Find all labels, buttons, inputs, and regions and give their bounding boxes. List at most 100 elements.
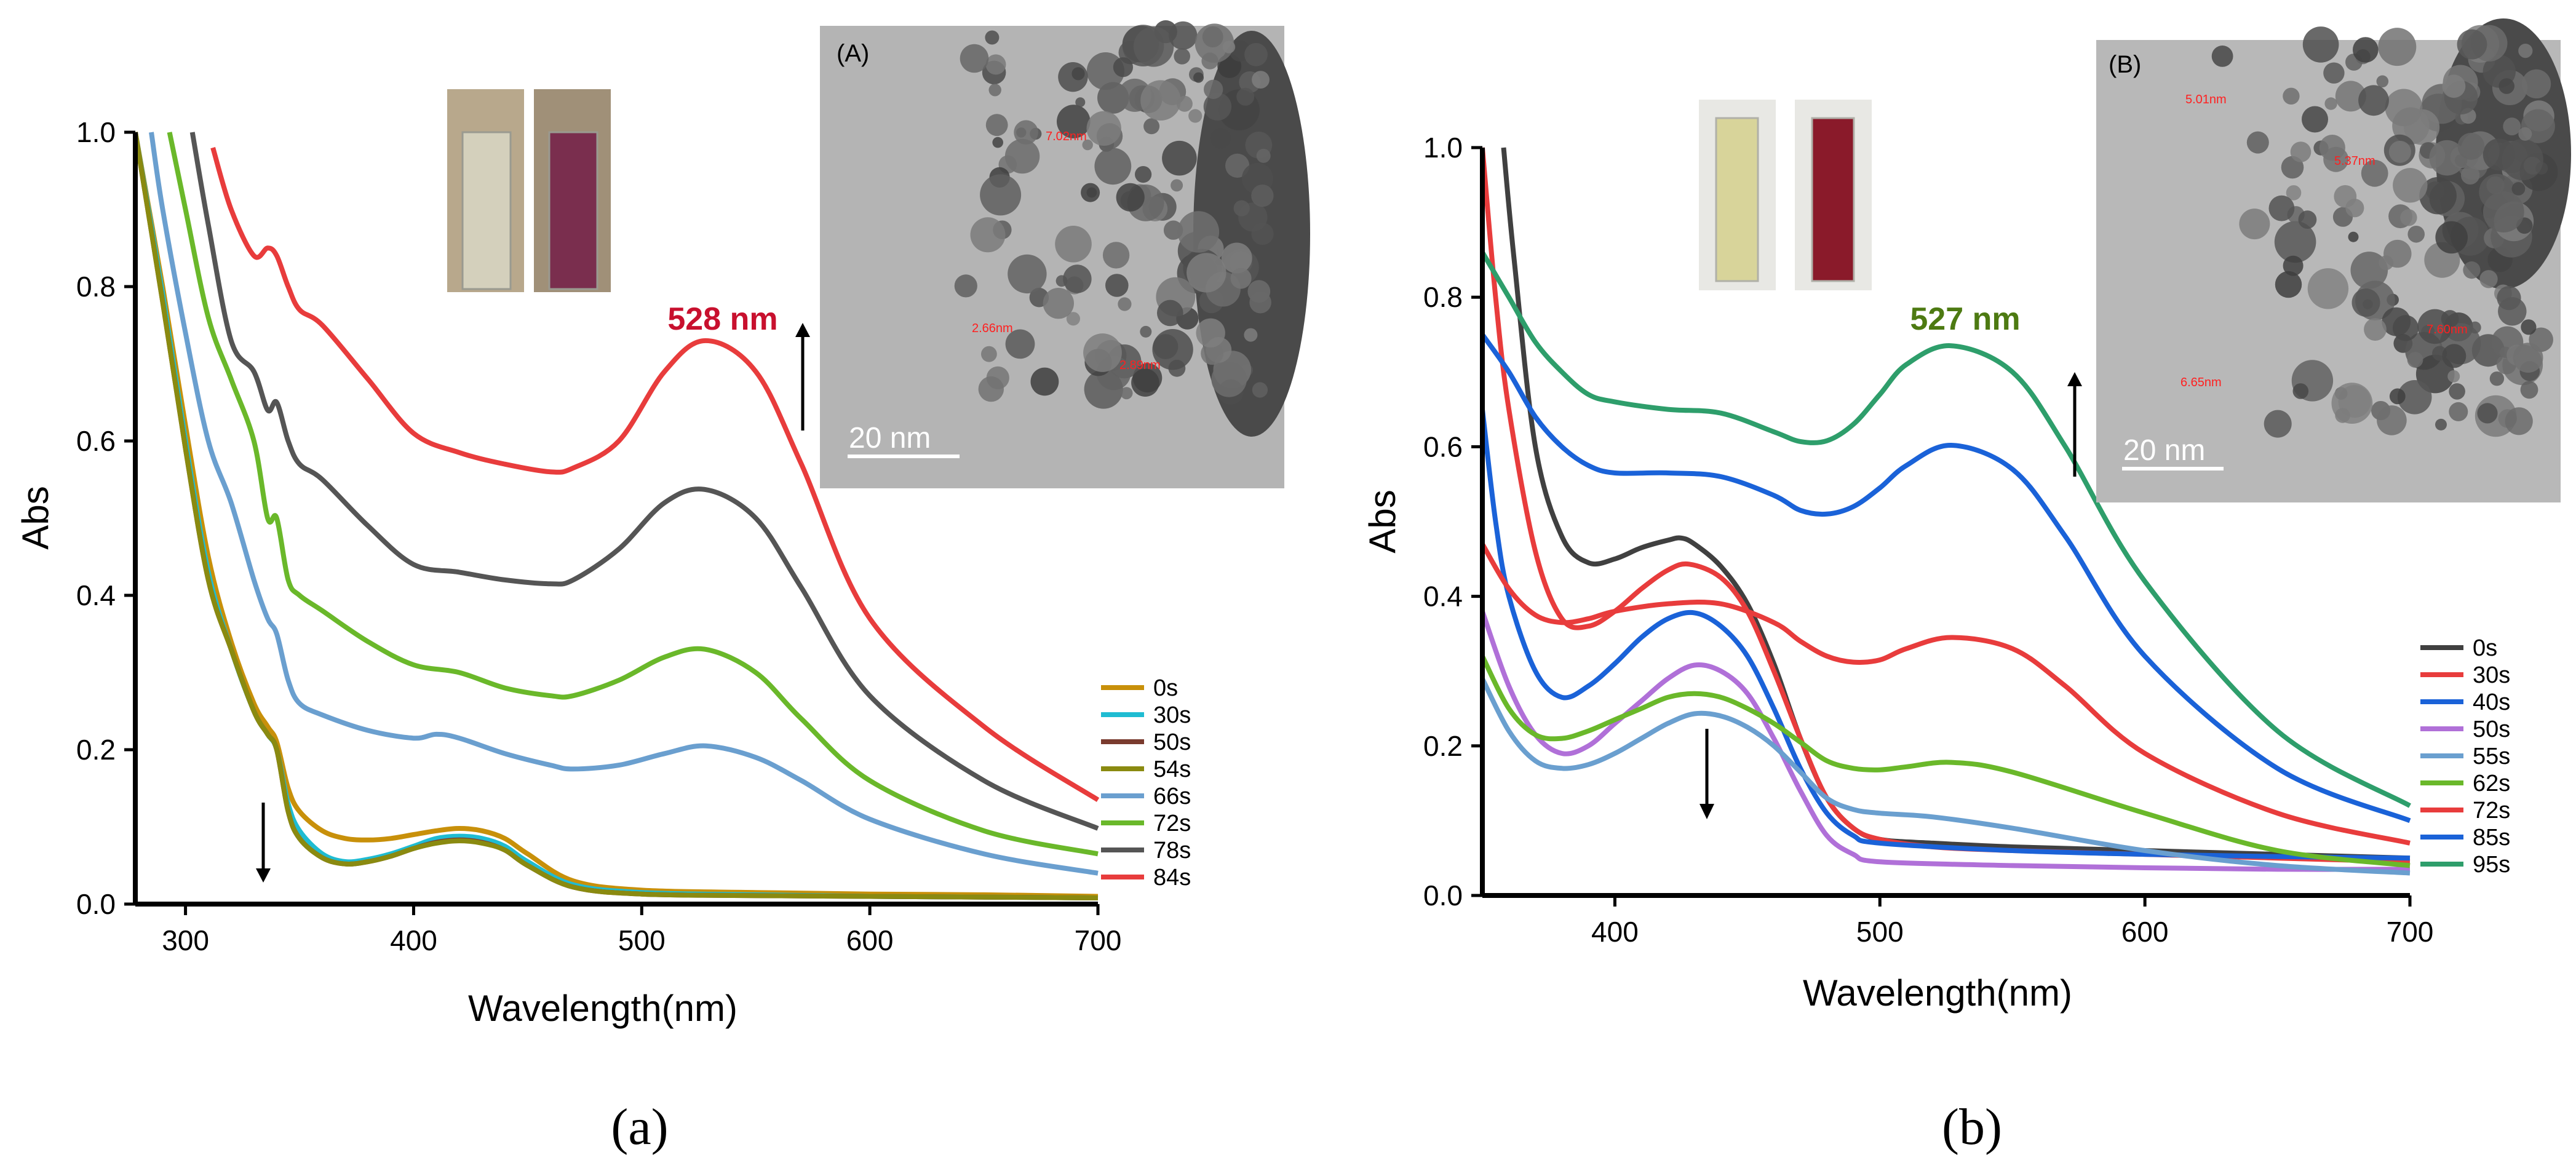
- a-y-tick-label-0: 0.0: [76, 888, 116, 920]
- b-tem-particle: [2292, 383, 2309, 399]
- b-tem-particle: [2505, 407, 2533, 435]
- b-legend-label-30s: 30s: [2473, 662, 2510, 688]
- a-tem-particle: [1201, 342, 1223, 365]
- a-tem-particle: [1133, 26, 1174, 67]
- b-tem-particle: [2211, 46, 2233, 67]
- a-tem-particle: [1014, 120, 1038, 145]
- a-tem-particle: [1143, 118, 1160, 135]
- b-y-tick-label-0: 0.0: [1423, 879, 1463, 911]
- a-tem-particle: [1162, 140, 1197, 176]
- b-tem-particle: [2441, 310, 2459, 328]
- a-tem-particle: [1030, 367, 1059, 396]
- b-tem-particle: [2442, 344, 2467, 368]
- b-peak-label: 527 nm: [1910, 301, 2020, 337]
- a-tem-particle: [1140, 325, 1152, 338]
- a-tick-layer: 300 400 500 600 700 0.0 0.2 0.4 0.6 0.8 1.0: [76, 116, 1121, 956]
- a-tem-particle: [985, 54, 1006, 75]
- a-tem-particle: [992, 137, 1003, 148]
- b-tem-particle: [2460, 165, 2480, 185]
- b-tem-particle: [2463, 261, 2481, 279]
- a-tem-particle: [1140, 80, 1181, 121]
- b-tem-particle: [2449, 383, 2465, 400]
- b-tem-particle: [2239, 208, 2270, 240]
- b-tem-particle: [2502, 138, 2543, 181]
- panel-a: 300 400 500 600 700 0.0 0.2 0.4 0.6 0.8 1.0 Wavele…: [15, 20, 1310, 1156]
- a-tem-particle: [1244, 42, 1268, 66]
- b-tem-particle: [2361, 159, 2388, 187]
- a-tem-particle: [985, 114, 1008, 137]
- a-tem-particle: [954, 274, 977, 298]
- b-x-tick-label-1: 500: [1856, 916, 1904, 948]
- b-tem-particle: [2393, 168, 2428, 203]
- a-cuvette-red: [548, 131, 598, 290]
- b-series-50s: [1480, 610, 2411, 872]
- b-tem-particle: [2283, 87, 2300, 105]
- b-tem-particle: [2389, 388, 2406, 405]
- a-tem-particle: [1176, 95, 1193, 112]
- b-tem-particle: [2479, 270, 2498, 288]
- a-tem-measure-1: 7.02nm: [1046, 130, 1087, 143]
- a-tem-particle: [1135, 166, 1152, 183]
- a-tem-particle: [1120, 387, 1133, 400]
- b-tem-measure-3: 7.60nm: [2427, 323, 2468, 336]
- a-x-tick-label-3: 600: [846, 924, 894, 956]
- a-cuvette-clear: [461, 131, 512, 290]
- a-tem-particle: [1118, 297, 1132, 311]
- b-tem-particle: [2274, 221, 2316, 263]
- b-tem-particle: [2469, 321, 2481, 334]
- b-legend-label-55s: 55s: [2473, 744, 2510, 769]
- a-tem-particle: [1174, 48, 1190, 65]
- a-tem-particle: [1005, 329, 1035, 359]
- b-series-layer: [1480, 147, 2411, 876]
- a-tem-particle: [1094, 148, 1132, 185]
- a-tem-particle: [1113, 57, 1133, 77]
- b-tem-measure-1: 5.01nm: [2185, 93, 2227, 106]
- b-legend-label-95s: 95s: [2473, 852, 2510, 878]
- a-y-axis-label: Abs: [15, 486, 56, 549]
- a-tem-particle: [1043, 288, 1075, 319]
- a-tem-particle: [960, 44, 989, 73]
- b-tem-particle: [2503, 117, 2521, 136]
- b-tem-particle: [2522, 69, 2551, 98]
- a-series-78s: [189, 132, 1099, 831]
- b-tem-image: (B) 20 nm 5.01nm 5.37nm 7.60nm 6.65nm: [2096, 18, 2571, 502]
- b-tem-particle: [2290, 141, 2312, 162]
- a-up-arrow: [795, 323, 810, 431]
- b-tem-particle: [2334, 185, 2357, 208]
- b-tem-particle: [2358, 85, 2389, 116]
- a-x-tick-label-2: 500: [618, 924, 666, 956]
- b-tem-particle: [2513, 343, 2543, 373]
- a-tem-particle: [978, 376, 1004, 402]
- a-tem-particle: [1063, 264, 1092, 293]
- a-tem-particle: [1082, 139, 1093, 151]
- a-y-tick-label-4: 0.8: [76, 271, 116, 303]
- a-tem-particle: [988, 84, 1001, 97]
- a-tem-image: (A) 20 nm 7.02nm 2.66nm 2.89nm: [820, 20, 1310, 488]
- a-x-tick-label-1: 400: [390, 924, 437, 956]
- b-tem-particle: [2302, 26, 2339, 63]
- a-tem-particle: [981, 346, 997, 362]
- a-tem-particle: [1230, 268, 1252, 289]
- b-x-axis-label: Wavelength(nm): [1803, 972, 2072, 1014]
- a-tem-particle: [1256, 148, 1271, 163]
- b-tem-particle: [2283, 255, 2304, 276]
- b-tem-particle: [2298, 210, 2317, 229]
- a-tem-particle: [1075, 97, 1086, 108]
- b-cuvette-photo: [1699, 100, 1872, 290]
- a-y-tick-label-1: 0.2: [76, 734, 116, 766]
- b-tem-particle: [2442, 74, 2466, 98]
- b-tem-particle: [2324, 97, 2337, 110]
- a-tem-particle: [1171, 179, 1183, 192]
- b-tem-particle: [2319, 135, 2345, 161]
- a-down-arrow: [256, 803, 271, 883]
- a-tem-particle: [1252, 71, 1270, 89]
- b-y-tick-label-2: 0.4: [1423, 581, 1463, 613]
- b-tem-particle: [2335, 81, 2366, 112]
- b-tem-particle: [2377, 405, 2407, 435]
- a-tem-particle: [1211, 362, 1247, 397]
- b-tem-particle: [2447, 370, 2460, 383]
- a-tem-particle: [1249, 291, 1271, 314]
- b-legend-label-40s: 40s: [2473, 689, 2510, 715]
- a-legend-label-50s: 50s: [1153, 729, 1191, 755]
